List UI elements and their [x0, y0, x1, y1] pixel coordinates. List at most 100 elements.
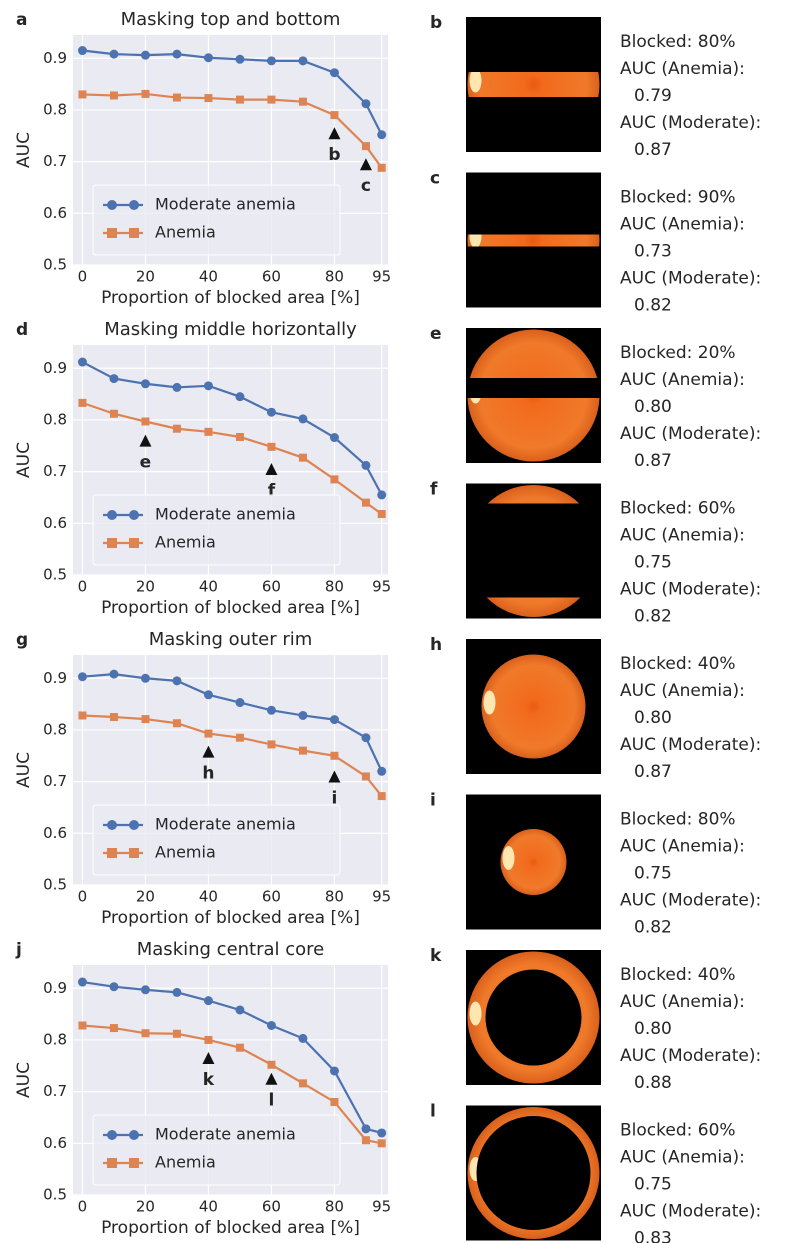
legend-marker: [129, 228, 139, 238]
point: [172, 988, 181, 997]
point: [173, 94, 181, 102]
point: [173, 1030, 181, 1038]
point: [78, 1021, 86, 1029]
mask: [477, 1116, 591, 1230]
legend-label: Anemia: [155, 1153, 216, 1172]
panel-caption: 0.88: [634, 1073, 672, 1093]
legend-label: Moderate anemia: [155, 815, 296, 834]
point: [204, 690, 213, 699]
point: [204, 996, 213, 1005]
panel-caption: 0.87: [634, 140, 672, 160]
panel-caption: 0.80: [634, 397, 672, 417]
point: [172, 676, 181, 685]
x-tick-label: 80: [325, 888, 344, 906]
point: [298, 711, 307, 720]
mask: [466, 173, 601, 235]
point: [204, 53, 213, 62]
point: [141, 379, 150, 388]
x-tick-label: 60: [262, 578, 281, 596]
panel-label: l: [430, 1102, 436, 1122]
panel-caption: 0.75: [634, 864, 672, 884]
panel-caption: AUC (Moderate):: [620, 735, 761, 755]
point: [267, 706, 276, 715]
y-tick-label: 0.8: [43, 100, 67, 118]
annotation-label: k: [203, 1070, 215, 1090]
x-tick-label: 95: [372, 888, 391, 906]
point: [204, 1036, 212, 1044]
figure: aMasking top and bottom0.50.60.70.80.902…: [0, 0, 801, 1243]
y-tick-label: 0.7: [43, 462, 67, 480]
panel-caption: 0.75: [634, 553, 672, 573]
x-tick-label: 0: [78, 1198, 88, 1216]
point: [78, 46, 87, 55]
panel-label: e: [430, 324, 442, 344]
y-tick-label: 0.7: [43, 1082, 67, 1100]
optic-disc: [470, 69, 482, 93]
point: [78, 399, 86, 407]
legend-label: Anemia: [155, 223, 216, 242]
y-tick-label: 0.9: [43, 669, 67, 687]
point: [109, 982, 118, 991]
point: [330, 475, 338, 483]
point: [78, 358, 87, 367]
x-axis-label: Proportion of blocked area [%]: [101, 288, 360, 308]
x-axis-label: Proportion of blocked area [%]: [101, 908, 360, 928]
x-tick-label: 40: [199, 1198, 218, 1216]
mask: [466, 247, 601, 308]
x-tick-label: 40: [199, 578, 218, 596]
panel-caption: AUC (Moderate):: [620, 580, 761, 600]
y-tick-label: 0.9: [43, 359, 67, 377]
x-tick-label: 95: [372, 1198, 391, 1216]
legend-marker: [107, 510, 117, 520]
legend-marker: [129, 848, 139, 858]
y-tick-label: 0.8: [43, 1030, 67, 1048]
legend-marker: [129, 1130, 139, 1140]
chart-title: Masking outer rim: [149, 629, 313, 650]
legend-label: Moderate anemia: [155, 505, 296, 524]
x-tick-label: 80: [325, 1198, 344, 1216]
y-tick-label: 0.9: [43, 49, 67, 67]
point: [173, 425, 181, 433]
point: [298, 1034, 307, 1043]
x-tick-label: 95: [372, 578, 391, 596]
legend-marker: [129, 510, 139, 520]
point: [236, 96, 244, 104]
point: [109, 374, 118, 383]
panel-caption: AUC (Anemia):: [620, 681, 745, 701]
point: [361, 99, 370, 108]
x-tick-label: 40: [199, 268, 218, 286]
point: [378, 792, 386, 800]
fundus-image: [482, 655, 586, 759]
point: [330, 433, 339, 442]
point: [172, 383, 181, 392]
point: [141, 90, 149, 98]
x-tick-label: 0: [78, 268, 88, 286]
panel-caption: 0.82: [634, 296, 672, 316]
x-tick-label: 60: [262, 268, 281, 286]
x-tick-label: 80: [325, 268, 344, 286]
point: [299, 98, 307, 106]
point: [204, 428, 212, 436]
point: [236, 734, 244, 742]
point: [236, 1044, 244, 1052]
panel-label: b: [430, 13, 442, 33]
legend-marker: [129, 1158, 139, 1168]
legend-marker: [107, 228, 117, 238]
panel-caption: 0.82: [634, 607, 672, 627]
point: [78, 978, 87, 987]
point: [204, 94, 212, 102]
annotation-label: c: [361, 176, 371, 196]
chart-title: Masking middle horizontally: [104, 319, 357, 340]
point: [141, 417, 149, 425]
legend-marker: [129, 200, 139, 210]
point: [267, 56, 276, 65]
point: [361, 733, 370, 742]
panel-label: a: [16, 10, 27, 30]
point: [362, 1136, 370, 1144]
x-tick-label: 60: [262, 1198, 281, 1216]
panel-label: d: [16, 320, 28, 340]
y-axis-label: AUC: [14, 442, 34, 478]
y-axis-label: AUC: [14, 752, 34, 788]
x-axis-label: Proportion of blocked area [%]: [101, 598, 360, 618]
panel-caption: 0.82: [634, 918, 672, 938]
